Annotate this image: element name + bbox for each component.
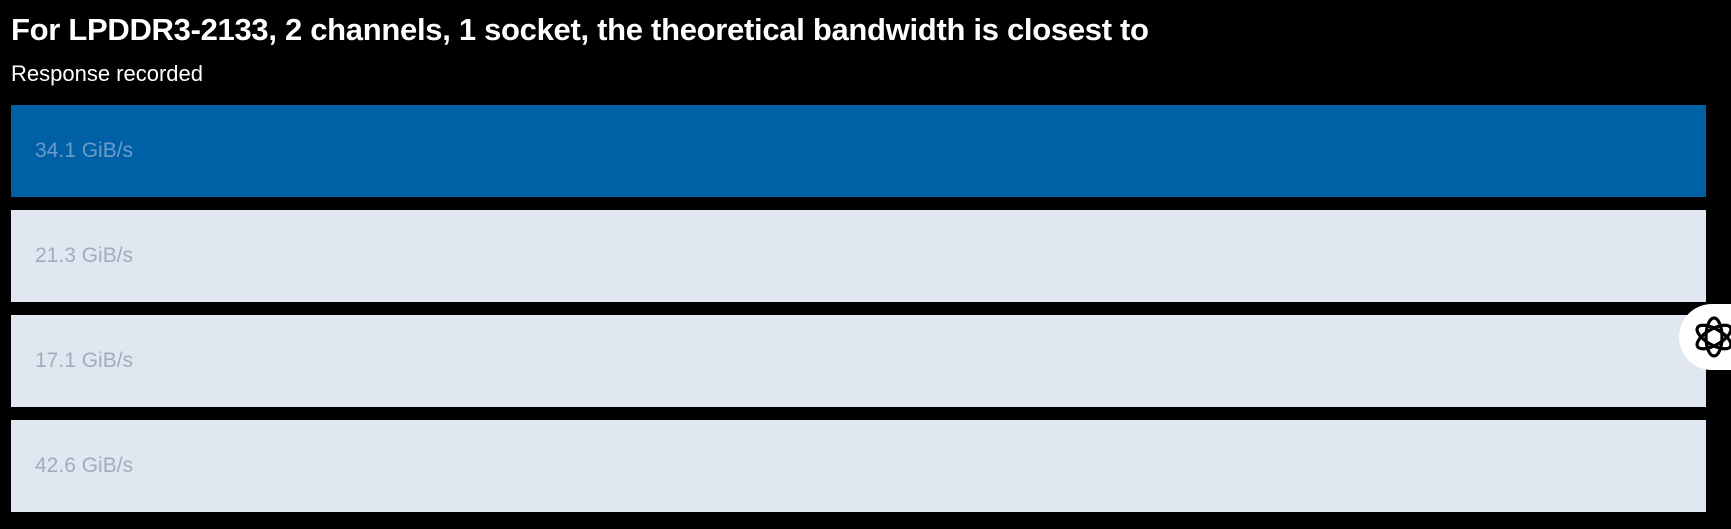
answer-option-4[interactable]: 42.6 GiB/s [11, 420, 1706, 512]
answer-option-label: 21.3 GiB/s [35, 244, 134, 267]
response-status: Response recorded [11, 61, 204, 86]
answer-option-2[interactable]: 21.3 GiB/s [11, 210, 1706, 302]
answer-options: 34.1 GiB/s 21.3 GiB/s 17.1 GiB/s 42.6 Gi… [11, 105, 1706, 525]
answer-option-3[interactable]: 17.1 GiB/s [11, 315, 1706, 407]
question-title: For LPDDR3-2133, 2 channels, 1 socket, t… [11, 12, 1149, 47]
answer-option-label: 34.1 GiB/s [35, 139, 134, 162]
answer-option-label: 42.6 GiB/s [35, 454, 134, 477]
answer-option-label: 17.1 GiB/s [35, 349, 134, 372]
assistant-floating-button[interactable] [1679, 304, 1731, 370]
answer-option-1[interactable]: 34.1 GiB/s [11, 105, 1706, 197]
openai-knot-icon [1695, 316, 1731, 358]
